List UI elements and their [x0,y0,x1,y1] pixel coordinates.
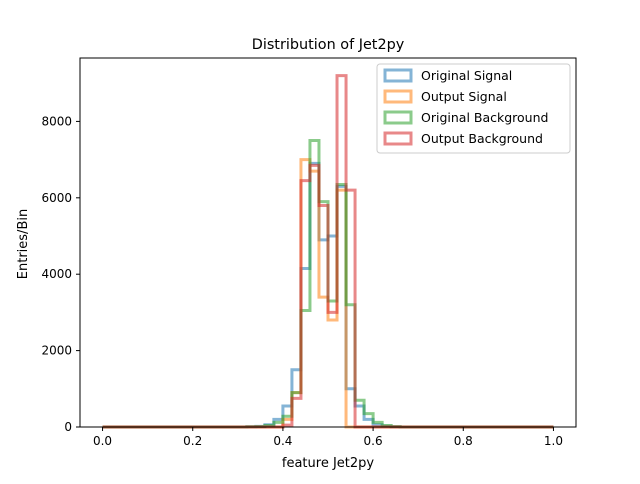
chart-title: Distribution of Jet2py [252,37,405,53]
x-tick-label: 0.2 [183,434,202,448]
legend-swatch [383,68,413,83]
x-tick-label: 0.4 [273,434,292,448]
y-tick-label: 6000 [41,191,72,205]
y-axis-label: Entries/Bin [16,209,31,279]
legend-label: Original Background [421,110,548,125]
legend-label: Output Signal [421,89,507,104]
plot-frame [79,57,577,428]
legend-box [376,63,571,154]
y-tick-label: 4000 [41,267,72,281]
x-tick-label: 1.0 [544,434,563,448]
legend-swatch [383,110,413,125]
legend: Original Signal Output Signal Original Bac… [376,63,571,154]
x-tick-label: 0.6 [364,434,383,448]
y-tick-label: 8000 [41,114,72,128]
x-axis-label: feature Jet2py [282,456,375,471]
legend-swatch [383,89,413,104]
legend-label: Output Background [421,131,543,146]
legend-label: Original Signal [421,68,512,83]
y-tick-label: 2000 [41,344,72,358]
y-tick-label: 0 [64,420,72,434]
legend-swatch [383,131,413,146]
x-tick-label: 0.8 [454,434,473,448]
x-tick-label: 0.0 [93,434,112,448]
axes-layer: 0.0 0.2 0.4 0.6 0.8 1.0 0 2000 4000 6000 8000 [41,57,577,448]
